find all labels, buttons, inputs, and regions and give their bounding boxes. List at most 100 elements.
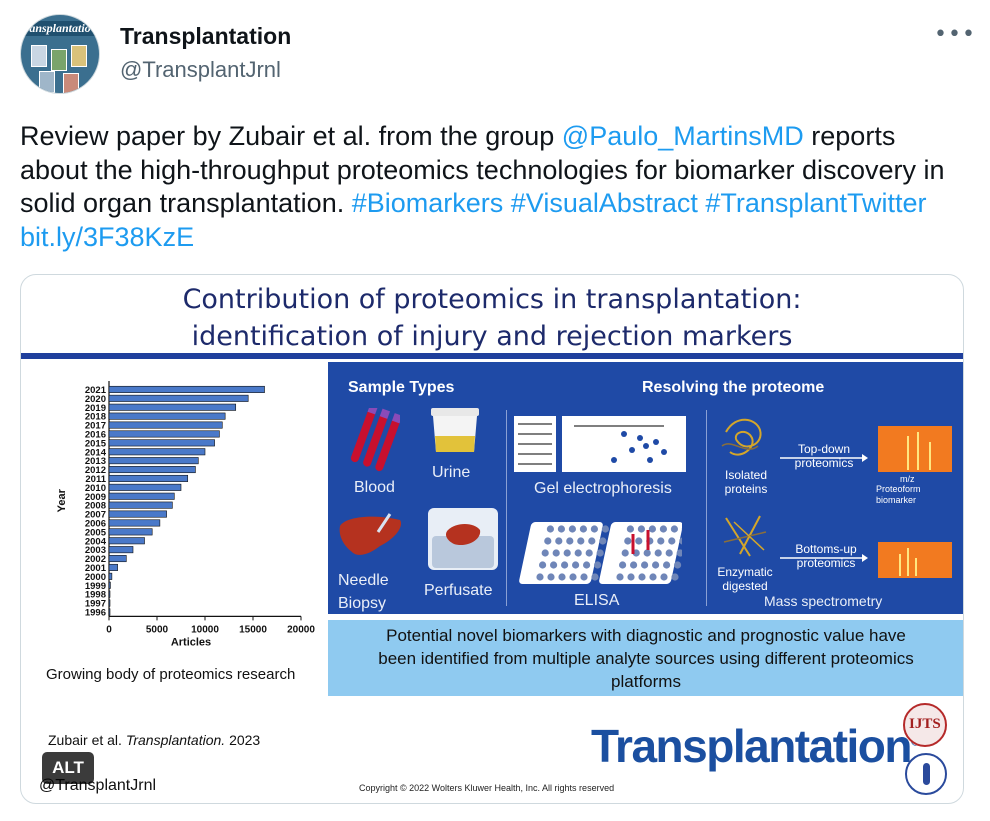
- mass-spectrometry-label: Mass spectrometry: [764, 593, 883, 609]
- bar-2008: [108, 501, 173, 509]
- short-link[interactable]: bit.ly/3F38KzE: [20, 221, 195, 252]
- bar-2010: [108, 483, 182, 491]
- y-tick-label: 2014: [85, 447, 107, 458]
- title-line-1: Contribution of proteomics in transplant…: [182, 284, 802, 315]
- section-divider: [506, 410, 507, 606]
- liver-icon: [339, 513, 402, 555]
- summary-box: Potential novel biomarkers with diagnost…: [328, 620, 963, 696]
- y-tick-label: 1999: [85, 581, 106, 592]
- y-tick-label: 1998: [85, 590, 106, 601]
- mz-label: m/z: [900, 474, 915, 484]
- author-name[interactable]: Transplantation: [120, 23, 292, 49]
- proteins-label: proteins: [724, 482, 768, 496]
- y-tick-label: 2019: [85, 403, 106, 414]
- y-tick-label: 1996: [85, 607, 106, 618]
- y-tick-label: 2002: [85, 554, 106, 565]
- digested-label: digested: [722, 579, 768, 593]
- society-emblem-icon: [905, 753, 947, 795]
- copyright-text: Copyright © 2022 Wolters Kluwer Health, …: [359, 783, 615, 793]
- y-tick-label: 2012: [85, 465, 106, 476]
- urine-label: Urine: [432, 464, 471, 481]
- needle-biopsy-label: Needle Biopsy: [338, 569, 389, 615]
- resolving-header: Resolving the proteome: [642, 379, 825, 396]
- bar-2016: [108, 430, 220, 438]
- summary-line-1: Potential novel biomarkers with diagnost…: [386, 626, 906, 645]
- more-options-icon[interactable]: •••: [934, 22, 976, 47]
- blood-tubes-icon: [350, 408, 400, 472]
- enzymatic-digested-label: Enzymatic digested: [714, 565, 776, 593]
- hashtag-transplanttwitter[interactable]: #TransplantTwitter: [705, 188, 927, 218]
- title-divider: [21, 353, 963, 359]
- hashtag-biomarkers[interactable]: #Biomarkers: [351, 188, 504, 218]
- tweet-text: Review paper by Zubair et al. from the g…: [20, 120, 970, 254]
- avatar-cover-image: [39, 71, 55, 93]
- x-tick-label: 0: [106, 624, 112, 635]
- x-tick-label: 15000: [239, 624, 267, 635]
- y-tick-label: 2011: [85, 474, 106, 485]
- perfusate-label: Perfusate: [424, 582, 493, 599]
- avatar-cover-image: [63, 73, 79, 93]
- arrow-right-icon: [780, 554, 868, 562]
- author-avatar[interactable]: ansplantatio: [20, 14, 100, 94]
- bar-2002: [108, 555, 127, 563]
- bar-2011: [108, 474, 189, 482]
- bar-1997: [108, 599, 111, 607]
- elisa-plate-icon: [519, 522, 682, 584]
- x-tick-label: 10000: [191, 624, 219, 635]
- tweet-media-image[interactable]: Contribution of proteomics in transplant…: [20, 274, 964, 804]
- top-down-line-1: Top-down: [797, 442, 851, 456]
- citation: Zubair et al. Transplantation. 2023: [48, 732, 260, 748]
- y-tick-label: 2016: [85, 429, 106, 440]
- y-tick-label: 2010: [85, 483, 106, 494]
- citation-authors: Zubair et al.: [48, 732, 126, 748]
- bar-2007: [108, 510, 167, 518]
- y-tick-label: 1997: [85, 599, 106, 610]
- x-tick-label: 5000: [146, 624, 169, 635]
- blood-label: Blood: [354, 479, 395, 496]
- bar-2009: [108, 492, 175, 500]
- avatar-cover-image: [31, 45, 47, 67]
- mass-spectrum-top-icon: [878, 426, 952, 472]
- mention-link[interactable]: @Paulo_MartinsMD: [561, 121, 804, 151]
- seal-text: IJTS: [909, 716, 941, 732]
- biopsy-label: Biopsy: [338, 595, 387, 612]
- citation-year: 2023: [225, 732, 261, 748]
- bar-2005: [108, 528, 153, 536]
- bar-2018: [108, 412, 226, 420]
- y-tick-label: 2021: [85, 385, 107, 396]
- y-tick-label: 2000: [85, 572, 106, 583]
- bar-2015: [108, 439, 215, 447]
- mass-spectrum-bottom-icon: [878, 542, 952, 578]
- y-tick-label: 2007: [85, 510, 106, 521]
- hashtag-visualabstract[interactable]: #VisualAbstract: [510, 188, 698, 218]
- top-down-label: Top-down proteomics: [786, 442, 862, 470]
- gel-electrophoresis-label: Gel electrophoresis: [534, 480, 672, 497]
- bar-1998: [108, 590, 111, 598]
- bottoms-up-label: Bottoms-up proteomics: [786, 542, 866, 570]
- top-down-line-2: proteomics: [794, 456, 854, 470]
- arrow-right-icon: [780, 454, 868, 462]
- isolated-label: Isolated: [724, 468, 768, 482]
- y-tick-label: 2006: [85, 518, 106, 529]
- alt-text-button[interactable]: ALT: [42, 752, 94, 784]
- author-handle[interactable]: @TransplantJrnl: [120, 57, 281, 82]
- bottoms-up-line-2: proteomics: [796, 556, 856, 570]
- sample-types-header: Sample Types: [348, 379, 455, 396]
- bar-2001: [108, 563, 118, 571]
- bottoms-up-line-1: Bottoms-up: [795, 542, 857, 556]
- x-axis-label: Articles: [171, 636, 211, 648]
- y-tick-label: 2005: [85, 527, 107, 538]
- bar-1996: [108, 608, 111, 616]
- journal-logo-text: Transplantation: [591, 720, 912, 772]
- y-tick-label: 2001: [85, 563, 107, 574]
- proteoform-line-2: biomarker: [876, 495, 917, 505]
- proteoform-label: Proteoform biomarker: [876, 484, 922, 506]
- y-tick-label: 2003: [85, 545, 106, 556]
- bar-2012: [108, 466, 196, 474]
- digested-peptides-icon: [723, 515, 767, 557]
- bar-2003: [108, 546, 134, 554]
- y-tick-label: 2009: [85, 492, 106, 503]
- isolated-proteins-icon: [721, 418, 762, 456]
- x-tick-label: 20000: [287, 624, 315, 635]
- avatar-cover-image: [51, 49, 67, 71]
